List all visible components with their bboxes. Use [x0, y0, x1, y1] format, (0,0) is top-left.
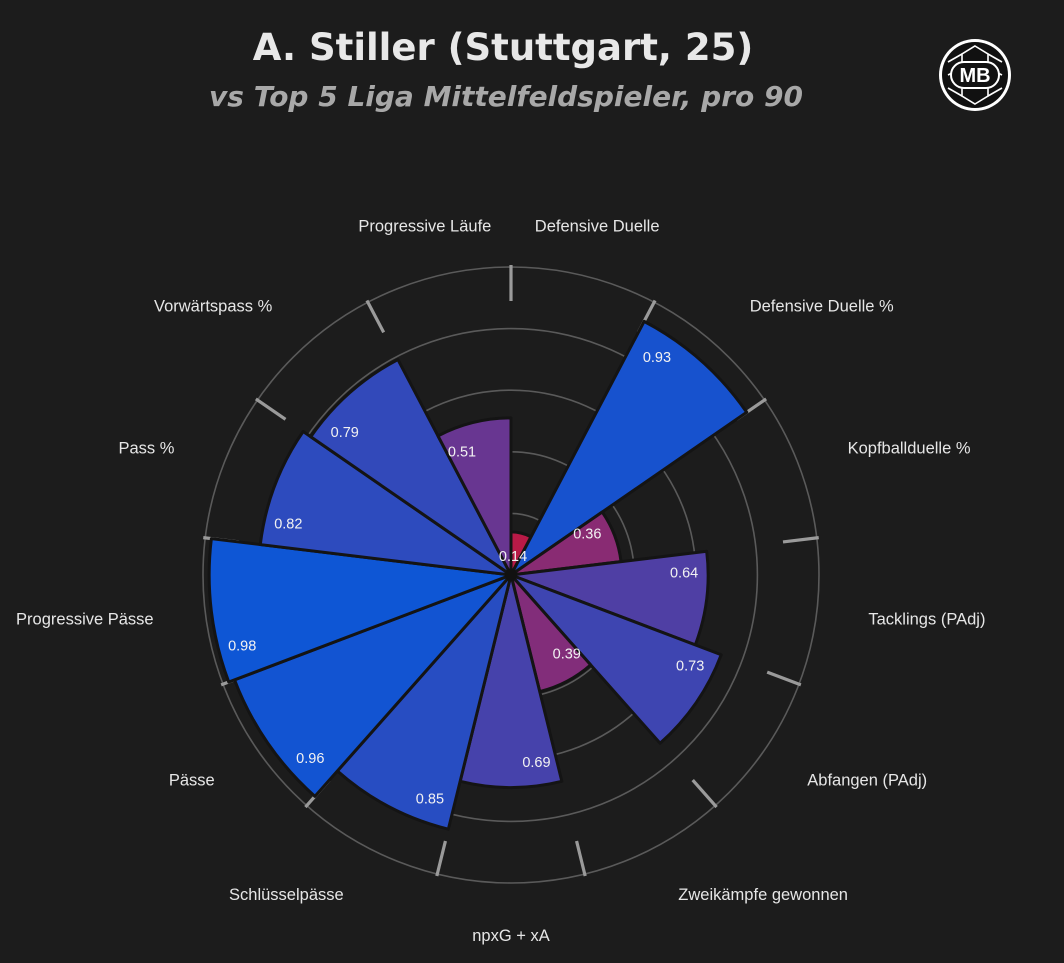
bar-12 [436, 416, 513, 577]
bar-1 [509, 319, 749, 577]
grid-spoke [365, 299, 386, 334]
category-label: Schlüsselpässe [229, 886, 344, 904]
category-label: Pässe [169, 772, 215, 790]
value-label: 0.82 [274, 517, 302, 533]
mb-logo-icon: MB [939, 39, 1011, 111]
value-label: 0.36 [573, 527, 601, 543]
value-label: 0.64 [670, 565, 698, 581]
value-label: 0.14 [499, 549, 527, 565]
bar-10 [258, 430, 513, 577]
grid-spoke [435, 840, 447, 877]
category-label: Defensive Duelle % [750, 298, 894, 316]
bar-9 [207, 537, 513, 684]
category-label: npxG + xA [472, 927, 550, 945]
value-label: 0.39 [553, 646, 581, 662]
bars [207, 319, 749, 831]
value-label: 0.98 [228, 638, 256, 654]
category-label: Kopfballduelle % [848, 439, 971, 457]
value-label: 0.85 [416, 792, 444, 808]
center-hub [505, 569, 517, 581]
category-label: Pass % [118, 439, 174, 457]
value-label: 0.73 [676, 659, 704, 675]
category-label: Zweikämpfe gewonnen [678, 886, 848, 904]
bar-3 [509, 549, 710, 647]
grid-spoke [766, 670, 802, 687]
value-label: 0.69 [522, 755, 550, 771]
category-label: Progressive Läufe [358, 217, 491, 235]
grid-spoke [575, 840, 587, 877]
bar-4 [509, 573, 723, 745]
value-label: 0.79 [331, 425, 359, 441]
bar-11 [309, 358, 513, 577]
grid-spoke [782, 536, 819, 544]
bar-7 [335, 573, 513, 831]
category-label: Vorwärtspass % [154, 298, 273, 316]
value-label: 0.96 [296, 751, 324, 767]
grid-spoke [254, 397, 287, 421]
category-label: Abfangen (PAdj) [807, 772, 927, 790]
chart-title: A. Stiller (Stuttgart, 25) [252, 26, 754, 69]
value-label: 0.51 [448, 444, 476, 460]
bar-8 [233, 573, 513, 798]
category-label: Tacklings (PAdj) [868, 610, 985, 628]
category-labels: Defensive Duelle Defensive Duelle % Kopfba… [16, 217, 985, 945]
grid-spoke [691, 779, 718, 809]
category-label: Defensive Duelle [535, 217, 660, 235]
value-label: 0.93 [643, 350, 671, 366]
chart-subtitle: vs Top 5 Liga Mittelfeldspieler, pro 90 [209, 80, 803, 113]
value-labels: 0.14 0.93 0.36 0.64 0.73 0.39 0.69 0.85 0.96 0.98… [228, 350, 704, 808]
bar-6 [458, 573, 564, 789]
category-label: Progressive Pässe [16, 610, 154, 628]
logo-text: MB [959, 65, 990, 87]
